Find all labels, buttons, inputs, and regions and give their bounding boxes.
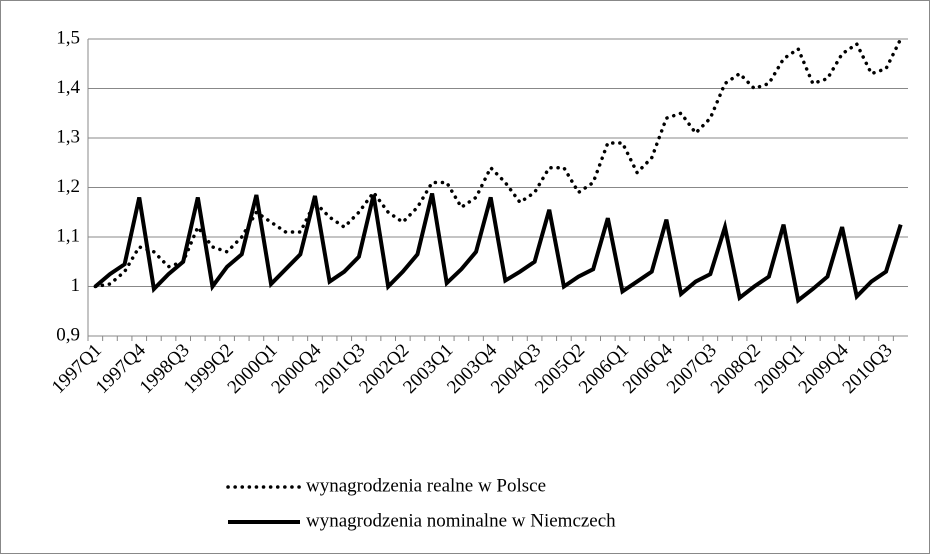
y-tick-label: 1,5 <box>56 27 80 48</box>
y-tick-label: 1,1 <box>56 225 80 246</box>
y-tick-label: 1,2 <box>56 176 80 197</box>
y-tick-label: 0,9 <box>56 324 80 345</box>
legend-label: wynagrodzenia realne w Polsce <box>306 475 546 496</box>
legend-label: wynagrodzenia nominalne w Niemczech <box>306 510 616 531</box>
series-line <box>93 37 903 289</box>
y-tick-label: 1,3 <box>56 126 80 147</box>
y-tick-label: 1,4 <box>56 77 80 98</box>
y-tick-label: 1 <box>71 275 81 296</box>
series-line <box>94 192 903 304</box>
